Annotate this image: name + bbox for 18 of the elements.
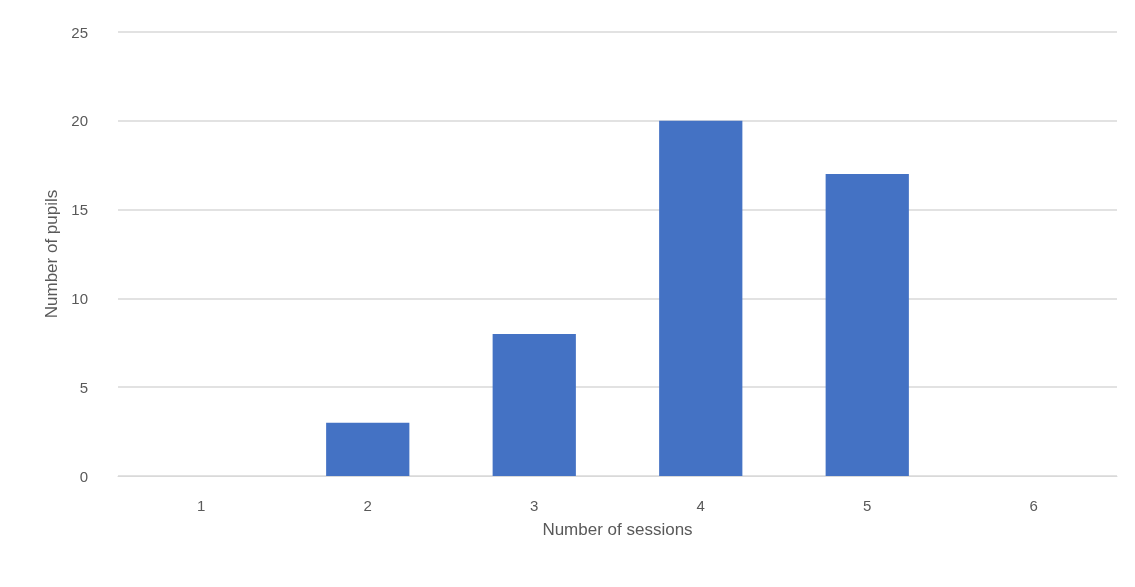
y-tick-label: 5 — [79, 378, 88, 396]
x-tick-label: 1 — [197, 497, 206, 514]
bar — [659, 120, 743, 476]
y-tick-label: 25 — [71, 23, 88, 41]
y-tick-label: 0 — [79, 467, 88, 485]
x-tick-label: 5 — [863, 497, 872, 514]
x-tick-label: 4 — [696, 497, 705, 514]
x-tick-label: 2 — [363, 497, 372, 514]
bar — [492, 333, 576, 476]
y-tick-label: 15 — [71, 201, 88, 219]
x-tick-label: 3 — [530, 497, 539, 514]
bar — [326, 422, 410, 476]
y-axis-title: Number of pupils — [42, 189, 62, 319]
y-tick-label: 10 — [71, 289, 88, 307]
y-tick-label: 20 — [71, 112, 88, 130]
bar — [825, 174, 909, 476]
x-axis-title: Number of sessions — [542, 520, 693, 539]
x-tick-label: 6 — [1029, 497, 1038, 514]
